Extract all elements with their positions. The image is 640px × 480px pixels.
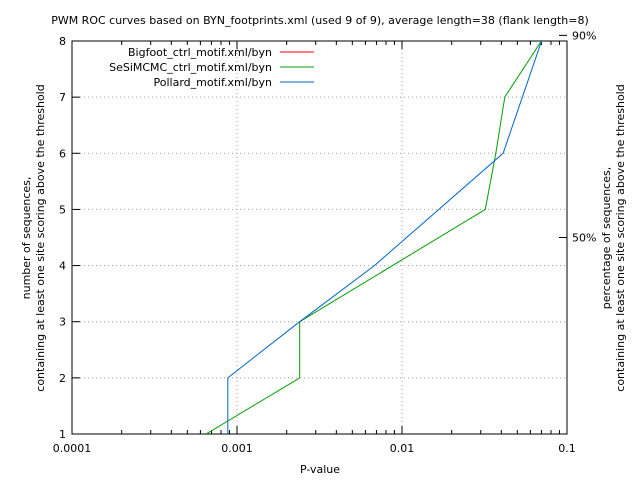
axes: 0.0001 0.001 0.01 0.1 1 2 3 4 5 6 7 8 50% 90%	[53, 29, 597, 455]
x-tick-label: 0.0001	[53, 442, 92, 455]
y-tick-label: 4	[59, 260, 66, 273]
x-tick-label: 0.1	[558, 442, 576, 455]
x-tick-label: 0.01	[390, 442, 415, 455]
y-axis-label-line: number of sequences,	[20, 177, 33, 300]
legend-label: Pollard_motif.xml/byn	[154, 76, 272, 89]
y-axis-label-line: containing at least one site scoring abo…	[34, 84, 47, 391]
y-tick-label: 6	[59, 147, 66, 160]
chart-title: PWM ROC curves based on BYN_footprints.x…	[51, 14, 589, 27]
series-group	[205, 41, 543, 434]
plot-frame	[71, 40, 568, 435]
series-line-1	[205, 41, 542, 434]
y-tick-label: 2	[59, 372, 66, 385]
y-tick-label: 7	[59, 91, 66, 104]
series-layer	[205, 41, 543, 434]
y-tick-label: 5	[59, 203, 66, 216]
grid	[72, 41, 567, 434]
legend-label: Bigfoot_ctrl_motif.xml/byn	[128, 46, 272, 59]
y2-axis-label-line: percentage of sequences,	[600, 167, 613, 309]
series-line-2	[227, 41, 543, 434]
x-axis-label: P-value	[300, 463, 340, 476]
legend: Bigfoot_ctrl_motif.xml/byn SeSiMCMC_ctrl_…	[109, 46, 314, 89]
y-axis-label: number of sequences, containing at least …	[20, 84, 47, 391]
legend-label: SeSiMCMC_ctrl_motif.xml/byn	[109, 61, 272, 74]
y2-tick-label: 90%	[572, 29, 596, 42]
y-tick-label: 8	[59, 35, 66, 48]
x-tick-label: 0.001	[221, 442, 253, 455]
y2-axis-label: percentage of sequences, containing at le…	[600, 84, 627, 391]
y2-tick-label: 50%	[572, 232, 596, 245]
y-tick-label: 3	[59, 316, 66, 329]
y2-axis-label-line: containing at least one site scoring abo…	[614, 84, 627, 391]
y-tick-label: 1	[59, 428, 66, 441]
